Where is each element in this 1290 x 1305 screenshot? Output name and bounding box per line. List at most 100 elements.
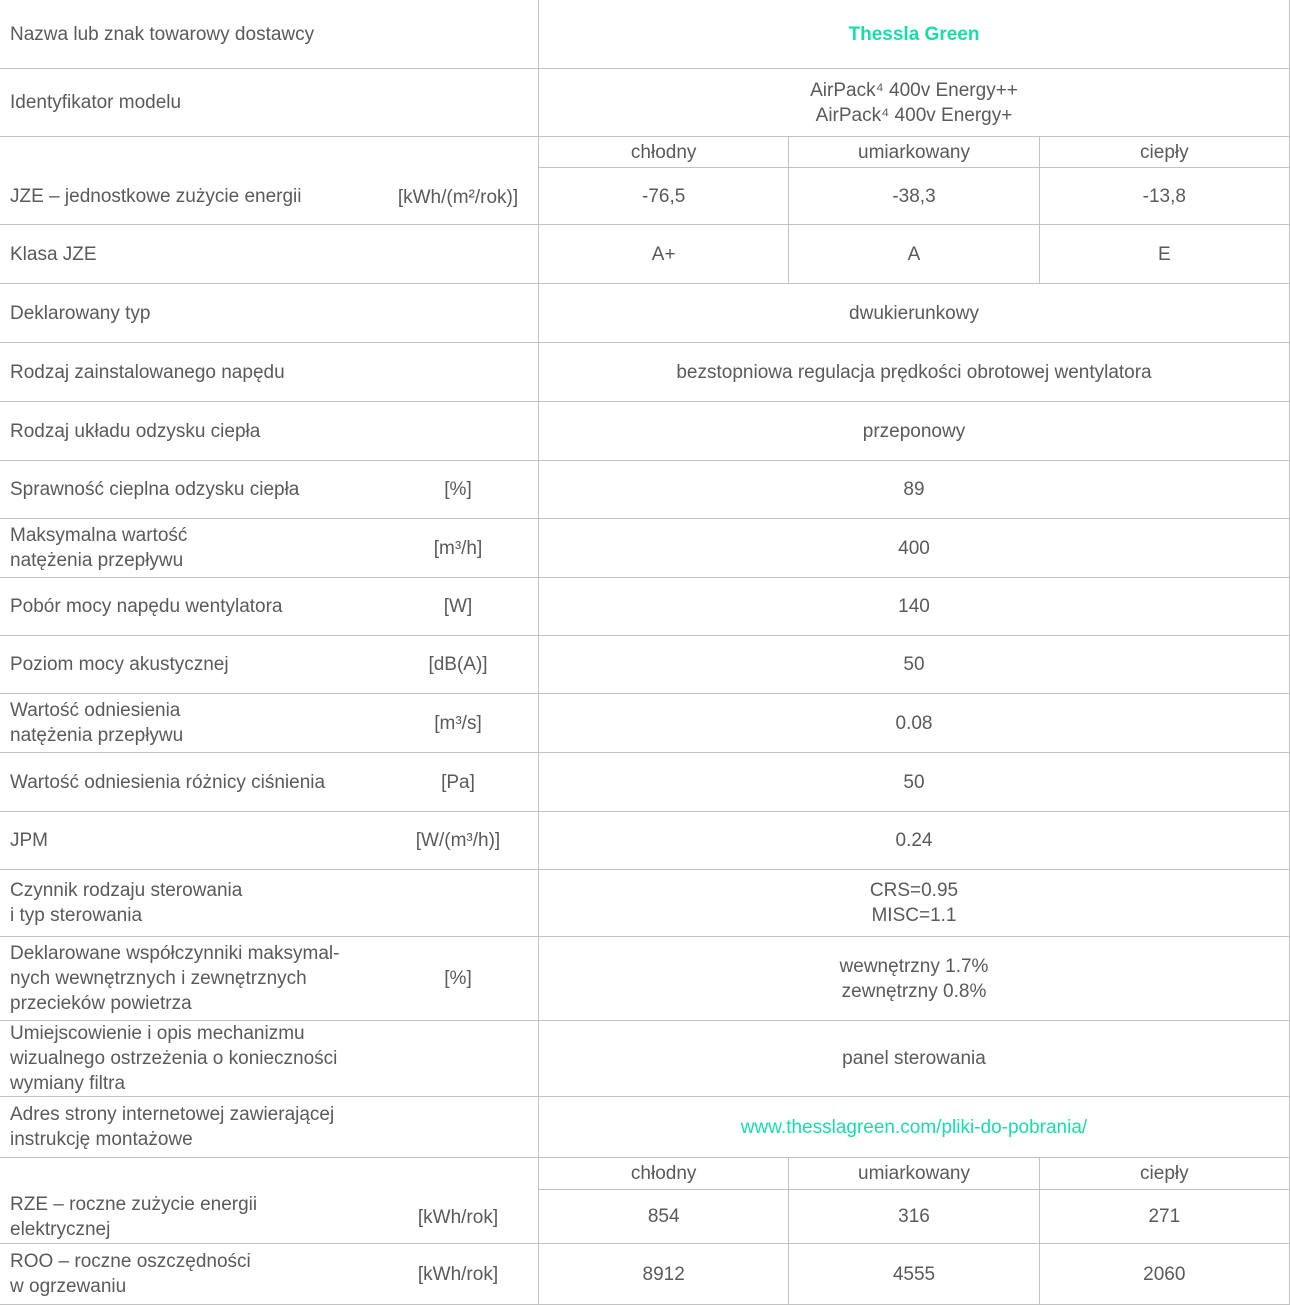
sec-value-warm: -13,8	[1038, 168, 1289, 224]
filter-warning-unit	[378, 1021, 538, 1096]
control-label: Czynnik rodzaju sterowania i typ sterowa…	[10, 880, 243, 926]
sound-power-value: 50	[538, 636, 1289, 693]
sec-label: JZE – jednostkowe zużycie energii	[10, 185, 302, 207]
sec-class-unit	[378, 225, 538, 283]
declared-type-unit	[378, 284, 538, 342]
sec-class-cold: A+	[651, 243, 676, 265]
row-fan-power: Pobór mocy napędu wentylatora [W] 140	[0, 578, 1289, 636]
model-label: Identyfikator modelu	[10, 92, 182, 113]
filter-warning-label: Umiejscowienie i opis mechanizmu wizualn…	[10, 1023, 338, 1094]
website-label: Adres strony internetowej zawierającej i…	[10, 1104, 335, 1150]
sec-class-values: A+ A E	[539, 225, 1289, 283]
aec-values-area: chłodny umiarkowany ciepły 854 316 271	[538, 1158, 1289, 1243]
max-flow-unit: [m³/h]	[433, 537, 483, 559]
control-unit	[378, 870, 538, 936]
row-sec: JZE – jednostkowe zużycie energii [kWh/(…	[0, 137, 1289, 225]
declared-type-value: dwukierunkowy	[538, 284, 1289, 342]
row-spi: JPM [W/(m³/h)] 0.24	[0, 812, 1289, 870]
aec-value-cold: 854	[647, 1206, 680, 1227]
leakage-value: wewnętrzny 1.7% zewnętrzny 0.8%	[538, 937, 1289, 1020]
row-declared-type: Deklarowany typ dwukierunkowy	[0, 284, 1289, 343]
sound-power-unit: [dB(A)]	[428, 654, 488, 675]
spi-label: JPM	[10, 830, 48, 851]
thermal-efficiency-value: 89	[538, 461, 1289, 518]
sec-class-moderate: A	[788, 225, 1038, 283]
sec-class-label: Klasa JZE	[10, 243, 97, 265]
sec-value-cold: -76,5	[642, 185, 686, 207]
aec-label: RZE – roczne zużycie energii elektryczne…	[10, 1193, 258, 1240]
supplier-label: Nazwa lub znak towarowy dostawcy	[10, 23, 315, 45]
leakage-unit: [%]	[444, 968, 472, 989]
row-model: Identyfikator modelu AirPack⁴ 400v Energ…	[0, 69, 1289, 137]
sec-class-warm: E	[1038, 225, 1289, 283]
row-supplier: Nazwa lub znak towarowy dostawcy Thessla…	[0, 0, 1289, 69]
sound-power-label: Poziom mocy akustycznej	[10, 654, 229, 675]
fan-power-value: 140	[538, 578, 1289, 635]
recovery-system-label: Rodzaj układu odzysku ciepła	[10, 420, 261, 442]
ahs-value-warm: 2060	[1038, 1244, 1289, 1304]
model-value: AirPack⁴ 400v Energy++ AirPack⁴ 400v Ene…	[538, 69, 1289, 136]
row-recovery-system: Rodzaj układu odzysku ciepła przeponowy	[0, 402, 1289, 461]
row-ref-flow: Wartość odniesienia natężenia przepływu …	[0, 694, 1289, 753]
max-flow-value: 400	[538, 519, 1289, 577]
row-website: Adres strony internetowej zawierającej i…	[0, 1097, 1289, 1158]
row-drive-type: Rodzaj zainstalowanego napędu bezstopnio…	[0, 343, 1289, 402]
row-max-flow: Maksymalna wartość natężenia przepływu […	[0, 519, 1289, 578]
spi-unit: [W/(m³/h)]	[415, 830, 501, 851]
row-sound-power: Poziom mocy akustycznej [dB(A)] 50	[0, 636, 1289, 694]
ref-pressure-label: Wartość odniesienia różnicy ciśnienia	[10, 771, 326, 793]
fan-power-unit: [W]	[443, 596, 473, 617]
ahs-values: 8912 4555 2060	[539, 1244, 1289, 1304]
aec-values: 854 316 271	[539, 1190, 1289, 1243]
row-ref-pressure: Wartość odniesienia różnicy ciśnienia [P…	[0, 753, 1289, 812]
drive-type-unit	[378, 343, 538, 401]
website-value: www.thesslagreen.com/pliki-do-pobrania/	[538, 1097, 1289, 1157]
climate-header-cold: chłodny	[630, 141, 697, 163]
recovery-system-value: przeponowy	[538, 402, 1289, 460]
recovery-system-unit	[378, 402, 538, 460]
aec-value-warm: 271	[1038, 1190, 1289, 1243]
climate-header-moderate: umiarkowany	[788, 137, 1038, 167]
climate-header-warm-2: ciepły	[1038, 1158, 1289, 1189]
thermal-efficiency-label: Sprawność cieplna odzysku ciepła	[10, 479, 300, 500]
declared-type-label: Deklarowany typ	[10, 302, 151, 324]
sec-values: -76,5 -38,3 -13,8	[539, 168, 1289, 224]
ahs-unit: [kWh/rok]	[417, 1263, 499, 1285]
supplier-value: Thessla Green	[538, 0, 1289, 68]
leakage-label: Deklarowane współczynniki maksymal- nych…	[10, 943, 340, 1014]
ref-flow-value: 0.08	[538, 694, 1289, 752]
ahs-values-area: 8912 4555 2060	[538, 1244, 1289, 1304]
sec-values-area: chłodny umiarkowany ciepły -76,5 -38,3 -…	[538, 137, 1289, 224]
ref-pressure-unit: [Pa]	[441, 771, 475, 793]
row-aec: RZE – roczne zużycie energii elektryczne…	[0, 1158, 1289, 1244]
max-flow-label: Maksymalna wartość natężenia przepływu	[10, 525, 188, 571]
drive-type-value: bezstopniowa regulacja prędkości obrotow…	[538, 343, 1289, 401]
ref-pressure-value: 50	[538, 753, 1289, 811]
climate-header-cold-2: chłodny	[630, 1163, 697, 1184]
filter-warning-value: panel sterowania	[538, 1021, 1289, 1096]
climate-header-warm: ciepły	[1038, 137, 1289, 167]
model-unit	[378, 69, 538, 136]
row-ahs: ROO – roczne oszczędności w ogrzewaniu […	[0, 1244, 1289, 1305]
climate-header-moderate-2: umiarkowany	[788, 1158, 1038, 1189]
drive-type-label: Rodzaj zainstalowanego napędu	[10, 361, 285, 383]
ahs-value-moderate: 4555	[788, 1244, 1038, 1304]
website-link[interactable]: www.thesslagreen.com/pliki-do-pobrania/	[740, 1116, 1088, 1138]
ahs-label: ROO – roczne oszczędności w ogrzewaniu	[10, 1251, 251, 1297]
website-unit	[378, 1097, 538, 1157]
climate-header-row: chłodny umiarkowany ciepły	[539, 137, 1289, 168]
row-sec-class: Klasa JZE A+ A E	[0, 225, 1289, 284]
row-control: Czynnik rodzaju sterowania i typ sterowa…	[0, 870, 1289, 937]
spi-value: 0.24	[538, 812, 1289, 869]
row-thermal-efficiency: Sprawność cieplna odzysku ciepła [%] 89	[0, 461, 1289, 519]
row-filter-warning: Umiejscowienie i opis mechanizmu wizualn…	[0, 1021, 1289, 1097]
aec-value-moderate: 316	[788, 1190, 1038, 1243]
ref-flow-unit: [m³/s]	[434, 712, 482, 734]
row-leakage: Deklarowane współczynniki maksymal- nych…	[0, 937, 1289, 1021]
aec-unit: [kWh/rok]	[417, 1207, 499, 1228]
supplier-unit	[378, 0, 538, 68]
sec-class-values-area: A+ A E	[538, 225, 1289, 283]
fan-power-label: Pobór mocy napędu wentylatora	[10, 596, 283, 617]
sec-unit: [kWh/(m²/rok)]	[397, 186, 519, 208]
